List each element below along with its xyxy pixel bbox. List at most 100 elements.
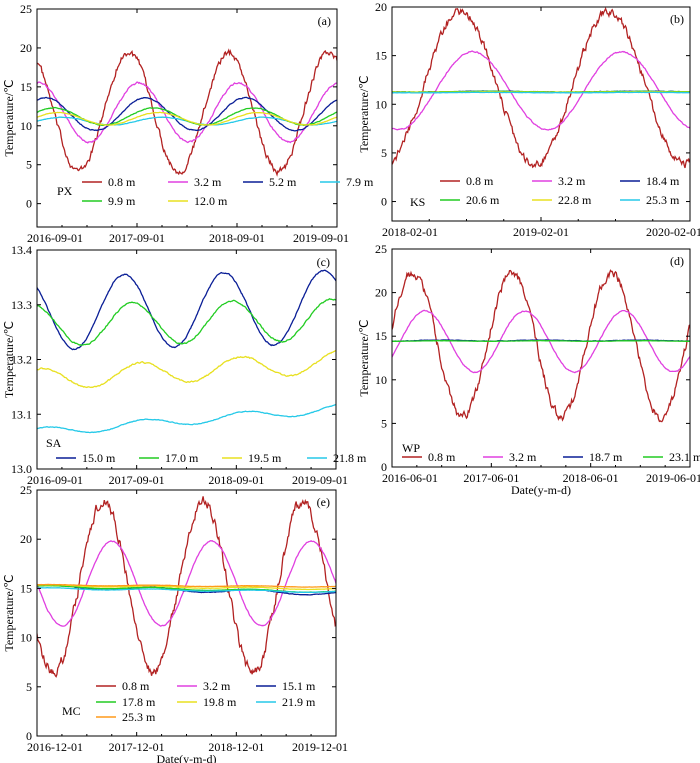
chart-panel-mc: 0 5 10 15 20 25 2016-12-01 2017-12-01 2018-12-01… bbox=[2, 483, 348, 763]
legend-label: 5.2 m bbox=[269, 175, 297, 189]
y-tick-label: 13.1 bbox=[11, 407, 32, 421]
chart-panel-wp: 0 5 10 15 20 25 2016-06-01 2017-06-01 2018-06-01… bbox=[357, 242, 700, 497]
y-tick-label: 10 bbox=[20, 119, 32, 133]
series-line-32m bbox=[37, 539, 336, 627]
plot-frame bbox=[391, 248, 691, 468]
series-line-219m bbox=[37, 587, 336, 594]
legend-label: 21.9 m bbox=[282, 695, 316, 709]
x-tick-label: 2019-02-01 bbox=[513, 225, 569, 239]
y-tick-label: 13.3 bbox=[11, 298, 32, 312]
panel-label: (c) bbox=[317, 255, 330, 269]
legend-label: 0.8 m bbox=[466, 174, 494, 188]
series-line-150m bbox=[37, 269, 336, 351]
x-tick-label: 2018-12-01 bbox=[208, 740, 264, 754]
x-axis-label: Date(y-m-d) bbox=[157, 752, 217, 763]
y-tick-label: 25 bbox=[375, 242, 387, 256]
legend-label: 25.3 m bbox=[646, 193, 680, 207]
series-line-231m bbox=[392, 339, 690, 343]
y-tick-label: 15 bbox=[375, 49, 387, 63]
chart-panel-px: 0 5 10 15 20 25 2016-09-01 2017-09-01 2018-09-01… bbox=[2, 2, 374, 245]
x-tick-label: 2020-02-01 bbox=[646, 225, 700, 239]
plot-frame bbox=[391, 6, 691, 222]
x-tick-label: 2017-12-01 bbox=[109, 740, 165, 754]
y-tick-label: 13.2 bbox=[11, 353, 32, 367]
panel-label: (a) bbox=[318, 14, 331, 28]
series-line-32m bbox=[37, 81, 337, 144]
site-label: SA bbox=[46, 436, 62, 450]
y-axis-label: Temperature/℃ bbox=[357, 319, 371, 396]
legend-label: 17.8 m bbox=[122, 695, 156, 709]
y-tick-label: 5 bbox=[381, 416, 387, 430]
legend-label: 19.8 m bbox=[203, 695, 237, 709]
x-tick-label: 2017-09-01 bbox=[109, 473, 165, 487]
y-tick-label: 10 bbox=[375, 97, 387, 111]
x-tick-label: 2016-09-01 bbox=[27, 473, 83, 487]
legend-label: 18.7 m bbox=[589, 450, 623, 464]
y-axis-label: Temperature/℃ bbox=[2, 574, 16, 651]
y-tick-label: 15 bbox=[20, 581, 32, 595]
series-line-32m bbox=[392, 50, 690, 131]
chart-panel-ks: 0 5 10 15 20 2018-02-01 2019-02-01 2020-02-01 (b… bbox=[357, 0, 700, 239]
legend-label: 21.8 m bbox=[333, 451, 367, 465]
series-line-08m bbox=[37, 496, 336, 678]
x-tick-label: 2016-12-01 bbox=[27, 740, 83, 754]
y-tick-label: 20 bbox=[375, 286, 387, 300]
y-tick-label: 0 bbox=[381, 195, 387, 209]
x-tick-label: 2019-09-01 bbox=[292, 473, 348, 487]
y-tick-label: 5 bbox=[26, 158, 32, 172]
x-axis-label: Date(y-m-d) bbox=[511, 483, 571, 497]
x-tick-label: 2016-06-01 bbox=[382, 471, 438, 485]
legend-label: 0.8 m bbox=[108, 175, 136, 189]
legend-label: 17.0 m bbox=[165, 451, 199, 465]
y-tick-label: 10 bbox=[375, 373, 387, 387]
site-label: PX bbox=[57, 184, 73, 198]
legend-label: 20.6 m bbox=[466, 193, 500, 207]
x-tick-label: 2018-02-01 bbox=[382, 225, 438, 239]
x-tick-label: 2018-09-01 bbox=[208, 473, 264, 487]
y-tick-label: 0 bbox=[381, 460, 387, 474]
x-tick-label: 2019-12-01 bbox=[292, 740, 348, 754]
series-line-253m bbox=[37, 583, 336, 588]
legend-label: 18.4 m bbox=[646, 174, 680, 188]
y-tick-label: 5 bbox=[26, 680, 32, 694]
series-line-198m bbox=[37, 584, 336, 591]
y-axis-label: Temperature/℃ bbox=[357, 75, 371, 152]
legend-label: 25.3 m bbox=[122, 710, 156, 724]
y-tick-label: 15 bbox=[375, 329, 387, 343]
legend-label: 9.9 m bbox=[108, 194, 136, 208]
series-line-120m bbox=[37, 111, 337, 126]
legend-label: 0.8 m bbox=[428, 450, 456, 464]
series-line-218m bbox=[37, 403, 336, 434]
series-line-195m bbox=[37, 349, 336, 389]
legend-label: 0.8 m bbox=[122, 679, 150, 693]
legend-label: 3.2 m bbox=[194, 175, 222, 189]
y-tick-label: 25 bbox=[20, 483, 32, 497]
legend-label: 23.1 m bbox=[669, 450, 700, 464]
x-tick-label: 2017-06-01 bbox=[463, 471, 519, 485]
legend-label: 15.0 m bbox=[82, 451, 116, 465]
y-tick-label: 20 bbox=[375, 0, 387, 14]
legend-label: 15.1 m bbox=[282, 679, 316, 693]
series-line-170m bbox=[37, 298, 336, 346]
panel-label: (e) bbox=[317, 495, 330, 509]
y-tick-label: 13.4 bbox=[11, 243, 32, 257]
x-tick-label: 2017-09-01 bbox=[109, 231, 165, 245]
legend-label: 22.8 m bbox=[558, 193, 592, 207]
site-label: WP bbox=[402, 441, 420, 455]
site-label: KS bbox=[410, 195, 425, 209]
y-tick-label: 0 bbox=[26, 197, 32, 211]
y-tick-label: 20 bbox=[20, 532, 32, 546]
series-line-08m bbox=[37, 48, 337, 177]
legend-label: 7.9 m bbox=[346, 175, 374, 189]
y-tick-label: 13.0 bbox=[11, 462, 32, 476]
chart-panel-sa: 13.0 13.1 13.2 13.3 13.4 2016-09-01 2017-09-01… bbox=[2, 243, 367, 487]
panel-label: (b) bbox=[670, 12, 684, 26]
x-tick-label: 2018-09-01 bbox=[209, 231, 265, 245]
legend-label: 19.5 m bbox=[248, 451, 282, 465]
y-tick-label: 0 bbox=[26, 729, 32, 743]
x-tick-label: 2019-09-01 bbox=[293, 231, 349, 245]
y-tick-label: 15 bbox=[20, 80, 32, 94]
y-tick-label: 5 bbox=[381, 146, 387, 160]
x-tick-label: 2016-09-01 bbox=[27, 231, 83, 245]
panel-label: (d) bbox=[670, 254, 684, 268]
